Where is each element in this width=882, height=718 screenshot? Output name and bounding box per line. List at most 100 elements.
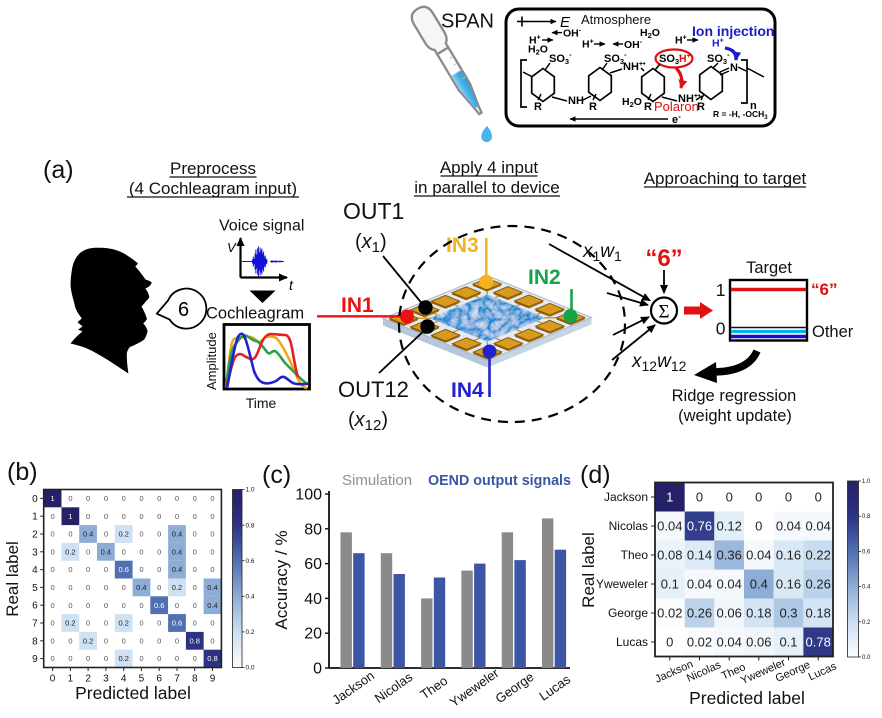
svg-text:0.04: 0.04 xyxy=(717,577,742,592)
svg-text:Ion injection: Ion injection xyxy=(692,23,774,39)
svg-text:OH-: OH- xyxy=(624,39,643,51)
svg-text:0.78: 0.78 xyxy=(806,635,831,650)
svg-text:1: 1 xyxy=(51,494,55,503)
svg-text:0: 0 xyxy=(157,565,161,574)
svg-text:0: 0 xyxy=(104,494,108,503)
svg-text:0: 0 xyxy=(157,512,161,521)
svg-text:0: 0 xyxy=(104,530,108,539)
svg-text:0: 0 xyxy=(50,674,56,685)
svg-text:0: 0 xyxy=(86,494,90,503)
svg-text:IN3: IN3 xyxy=(446,234,479,257)
svg-text:3: 3 xyxy=(103,674,109,685)
svg-text:IN1: IN1 xyxy=(341,294,374,317)
svg-text:0: 0 xyxy=(193,494,197,503)
svg-text:H+: H+ xyxy=(712,38,724,50)
svg-text:6: 6 xyxy=(32,601,38,612)
svg-text:0: 0 xyxy=(86,601,90,610)
svg-text:Cochleagram: Cochleagram xyxy=(206,305,304,323)
svg-text:0: 0 xyxy=(104,583,108,592)
svg-text:Preprocess: Preprocess xyxy=(170,159,256,178)
svg-text:0: 0 xyxy=(122,512,126,521)
svg-text:1: 1 xyxy=(32,512,38,523)
svg-text:8: 8 xyxy=(32,636,38,647)
svg-text:0: 0 xyxy=(210,530,214,539)
svg-text:0: 0 xyxy=(193,547,197,556)
svg-text:N: N xyxy=(730,62,738,74)
svg-text:0: 0 xyxy=(666,635,673,650)
svg-text:E: E xyxy=(560,14,571,31)
svg-text:0: 0 xyxy=(193,512,197,521)
svg-text:(x1): (x1) xyxy=(355,231,387,256)
svg-text:6: 6 xyxy=(156,674,162,685)
svg-text:0.2: 0.2 xyxy=(246,629,255,636)
svg-text:Simulation: Simulation xyxy=(342,472,412,489)
svg-text:Other: Other xyxy=(812,323,854,341)
svg-text:0: 0 xyxy=(68,601,72,610)
svg-text:0: 0 xyxy=(86,547,90,556)
svg-text:0: 0 xyxy=(157,547,161,556)
svg-text:0: 0 xyxy=(139,601,143,610)
svg-text:Polaron: Polaron xyxy=(654,99,699,114)
svg-text:“6”: “6” xyxy=(811,280,837,299)
svg-text:(c): (c) xyxy=(262,461,291,489)
svg-text:0: 0 xyxy=(139,636,143,645)
svg-text:Voice signal: Voice signal xyxy=(219,218,304,235)
svg-text:9: 9 xyxy=(32,654,38,665)
svg-text:H2O: H2O xyxy=(622,96,642,109)
svg-text:5: 5 xyxy=(139,674,145,685)
svg-text:OEND output signals: OEND output signals xyxy=(428,473,571,489)
svg-text:6: 6 xyxy=(178,299,189,321)
svg-text:0: 0 xyxy=(68,654,72,663)
svg-text:5: 5 xyxy=(32,583,38,594)
svg-text:0: 0 xyxy=(139,530,143,539)
svg-text:0: 0 xyxy=(122,494,126,503)
svg-text:Atmosphere: Atmosphere xyxy=(581,12,651,27)
svg-text:OUT1: OUT1 xyxy=(343,198,404,224)
svg-text:0: 0 xyxy=(51,512,55,521)
svg-text:60: 60 xyxy=(304,556,322,573)
svg-text:0.76: 0.76 xyxy=(687,519,712,534)
svg-text:0.2: 0.2 xyxy=(118,619,128,628)
svg-text:0.4: 0.4 xyxy=(101,547,111,556)
svg-text:George: George xyxy=(608,606,648,620)
svg-text:NH: NH xyxy=(568,95,584,107)
svg-text:0: 0 xyxy=(86,583,90,592)
svg-text:0.02: 0.02 xyxy=(687,635,712,650)
svg-text:0.8: 0.8 xyxy=(862,514,871,520)
svg-text:0.04: 0.04 xyxy=(776,519,801,534)
svg-text:R: R xyxy=(644,101,652,113)
svg-text:0.16: 0.16 xyxy=(776,577,801,592)
svg-text:0: 0 xyxy=(122,583,126,592)
svg-text:3: 3 xyxy=(32,547,38,558)
svg-text:0: 0 xyxy=(193,654,197,663)
svg-text:Lucas: Lucas xyxy=(616,635,648,649)
svg-text:0: 0 xyxy=(175,636,179,645)
svg-text:0.36: 0.36 xyxy=(717,548,742,563)
svg-text:7: 7 xyxy=(32,619,38,630)
svg-text:0.18: 0.18 xyxy=(806,606,831,621)
svg-text:4: 4 xyxy=(32,565,38,576)
svg-text:(weight update): (weight update) xyxy=(678,407,792,425)
svg-text:0: 0 xyxy=(68,565,72,574)
svg-text:8: 8 xyxy=(192,674,198,685)
svg-text:1.0: 1.0 xyxy=(862,479,871,485)
svg-text:0.6: 0.6 xyxy=(118,565,128,574)
svg-text:0: 0 xyxy=(122,547,126,556)
svg-text:0: 0 xyxy=(157,654,161,663)
svg-text:0.04: 0.04 xyxy=(806,519,831,534)
svg-text:0.06: 0.06 xyxy=(746,635,771,650)
svg-text:0: 0 xyxy=(716,319,726,339)
svg-text:Predicted label: Predicted label xyxy=(75,683,191,703)
svg-text:0: 0 xyxy=(175,654,179,663)
svg-text:0.08: 0.08 xyxy=(657,548,682,563)
svg-text:0: 0 xyxy=(175,494,179,503)
svg-text:0.04: 0.04 xyxy=(657,519,682,534)
svg-text:0: 0 xyxy=(51,547,55,556)
svg-text:1: 1 xyxy=(716,280,726,300)
svg-text:0.04: 0.04 xyxy=(746,548,771,563)
svg-text:0: 0 xyxy=(210,512,214,521)
svg-text:0.2: 0.2 xyxy=(118,654,128,663)
svg-text:0.02: 0.02 xyxy=(657,606,682,621)
svg-text:0.3: 0.3 xyxy=(779,606,797,621)
svg-text:0.06: 0.06 xyxy=(717,606,742,621)
